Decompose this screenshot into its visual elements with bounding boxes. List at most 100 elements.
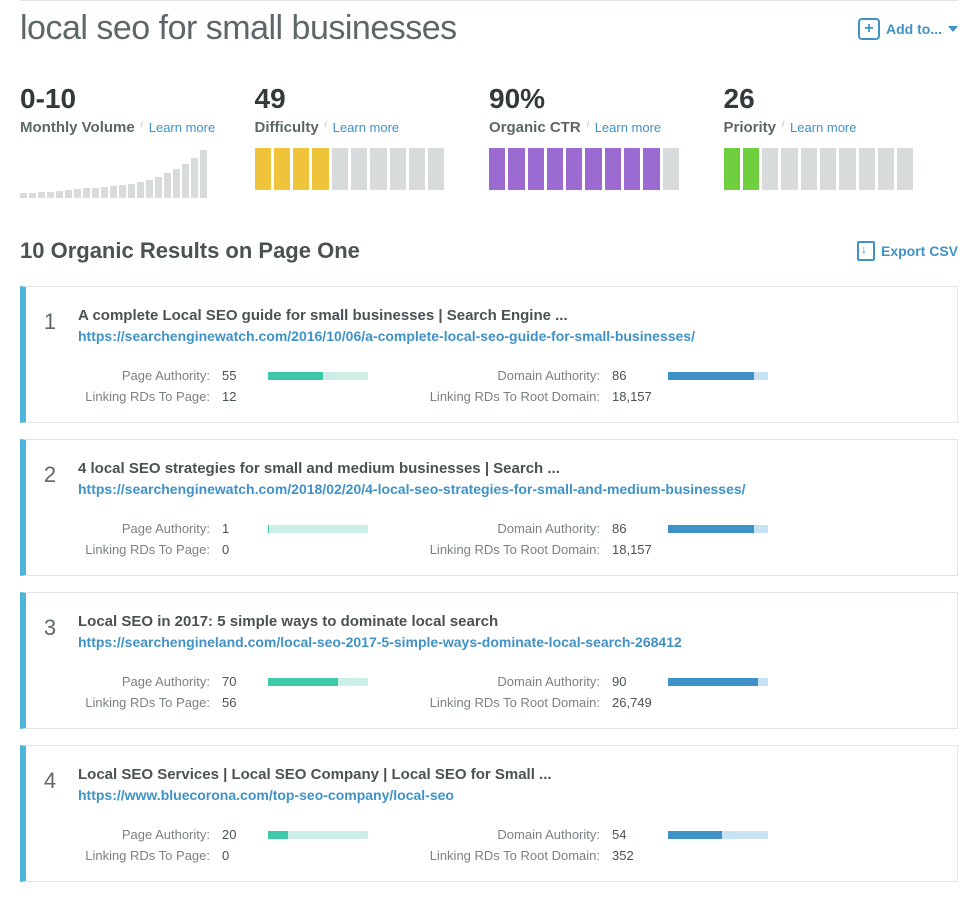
pa-value: 70 [218,674,268,689]
chevron-down-icon [948,26,958,32]
metric-label: Organic CTR [489,119,581,136]
lrd-page-label: Linking RDs To Page: [78,389,218,404]
page-title: local seo for small businesses [20,9,457,48]
segment [370,148,386,190]
segment [274,148,290,190]
skyline-bar [65,190,72,198]
pa-value: 20 [218,827,268,842]
lrd-root-label: Linking RDs To Root Domain: [418,389,608,404]
segment [801,148,817,190]
segment [781,148,797,190]
segment [409,148,425,190]
segment [428,148,444,190]
info-icon[interactable]: i [141,119,143,129]
segment [605,148,621,190]
pa-label: Page Authority: [78,521,218,536]
da-label: Domain Authority: [418,368,608,383]
lrd-root-label: Linking RDs To Root Domain: [418,542,608,557]
difficulty-bar [255,148,445,190]
skyline-bar [74,189,81,198]
segment [839,148,855,190]
lrd-page-value: 56 [218,695,268,710]
result-url[interactable]: https://www.bluecorona.com/top-seo-compa… [78,787,933,803]
authority-bar [668,831,768,839]
skyline-bar [83,188,90,198]
result-rank: 4 [36,766,64,863]
metric-ctr: 90% Organic CTR i Learn more [489,83,724,198]
da-value: 86 [608,368,668,383]
lrd-root-value: 352 [608,848,668,863]
volume-skyline-chart [20,148,220,198]
result-title[interactable]: Local SEO in 2017: 5 simple ways to domi… [78,613,933,630]
result-url[interactable]: https://searchenginewatch.com/2016/10/06… [78,328,933,344]
segment [312,148,328,190]
skyline-bar [92,188,99,198]
result-card: 2 4 local SEO strategies for small and me… [20,439,958,576]
authority-bar [268,678,368,686]
metric-volume: 0-10 Monthly Volume i Learn more [20,83,255,198]
export-csv-button[interactable]: Export CSV [857,241,958,261]
segment [508,148,524,190]
segment [390,148,406,190]
da-label: Domain Authority: [418,674,608,689]
segment [332,148,348,190]
learn-more-link[interactable]: Learn more [149,120,215,135]
lrd-page-label: Linking RDs To Page: [78,542,218,557]
metric-value: 49 [255,83,490,115]
result-card: 1A complete Local SEO guide for small bu… [20,286,958,423]
result-url[interactable]: https://searchenginewatch.com/2018/02/20… [78,481,933,497]
metric-label: Monthly Volume [20,119,135,136]
segment [743,148,759,190]
skyline-bar [119,185,126,198]
authority-bar [668,372,768,380]
result-rank: 2 [36,460,64,557]
skyline-bar [137,182,144,198]
result-title[interactable]: A complete Local SEO guide for small bus… [78,307,933,324]
skyline-bar [101,187,108,198]
skyline-bar [155,177,162,198]
metric-value: 90% [489,83,724,115]
info-icon[interactable]: i [325,119,327,129]
learn-more-link[interactable]: Learn more [333,120,399,135]
lrd-root-value: 18,157 [608,542,668,557]
segment [547,148,563,190]
result-url[interactable]: https://searchengineland.com/local-seo-2… [78,634,933,650]
result-card: 3Local SEO in 2017: 5 simple ways to dom… [20,592,958,729]
authority-bar [268,372,368,380]
metric-label: Difficulty [255,119,319,136]
add-to-label: Add to... [886,21,942,37]
segment [624,148,640,190]
segment [585,148,601,190]
learn-more-link[interactable]: Learn more [595,120,661,135]
export-label: Export CSV [881,243,958,259]
da-label: Domain Authority: [418,827,608,842]
metrics-row: 0-10 Monthly Volume i Learn more 49 Diff… [20,68,958,238]
segment [897,148,913,190]
info-icon[interactable]: i [782,119,784,129]
lrd-page-value: 0 [218,848,268,863]
metric-priority: 26 Priority i Learn more [724,83,959,198]
priority-bar [724,148,914,190]
info-icon[interactable]: i [587,119,589,129]
skyline-bar [146,180,153,198]
plus-icon: + [858,18,880,40]
lrd-root-label: Linking RDs To Root Domain: [418,848,608,863]
result-title[interactable]: 4 local SEO strategies for small and med… [78,460,933,477]
result-title[interactable]: Local SEO Services | Local SEO Company |… [78,766,933,783]
metric-difficulty: 49 Difficulty i Learn more [255,83,490,198]
skyline-bar [191,158,198,198]
da-value: 86 [608,521,668,536]
learn-more-link[interactable]: Learn more [790,120,856,135]
add-to-button[interactable]: + Add to... [858,18,958,40]
segment [724,148,740,190]
skyline-bar [173,169,180,198]
pa-label: Page Authority: [78,674,218,689]
lrd-page-value: 0 [218,542,268,557]
da-value: 54 [608,827,668,842]
pa-value: 1 [218,521,268,536]
pa-value: 55 [218,368,268,383]
skyline-bar [56,191,63,198]
metric-label: Priority [724,119,777,136]
authority-bar [268,525,368,533]
authority-bar [268,831,368,839]
